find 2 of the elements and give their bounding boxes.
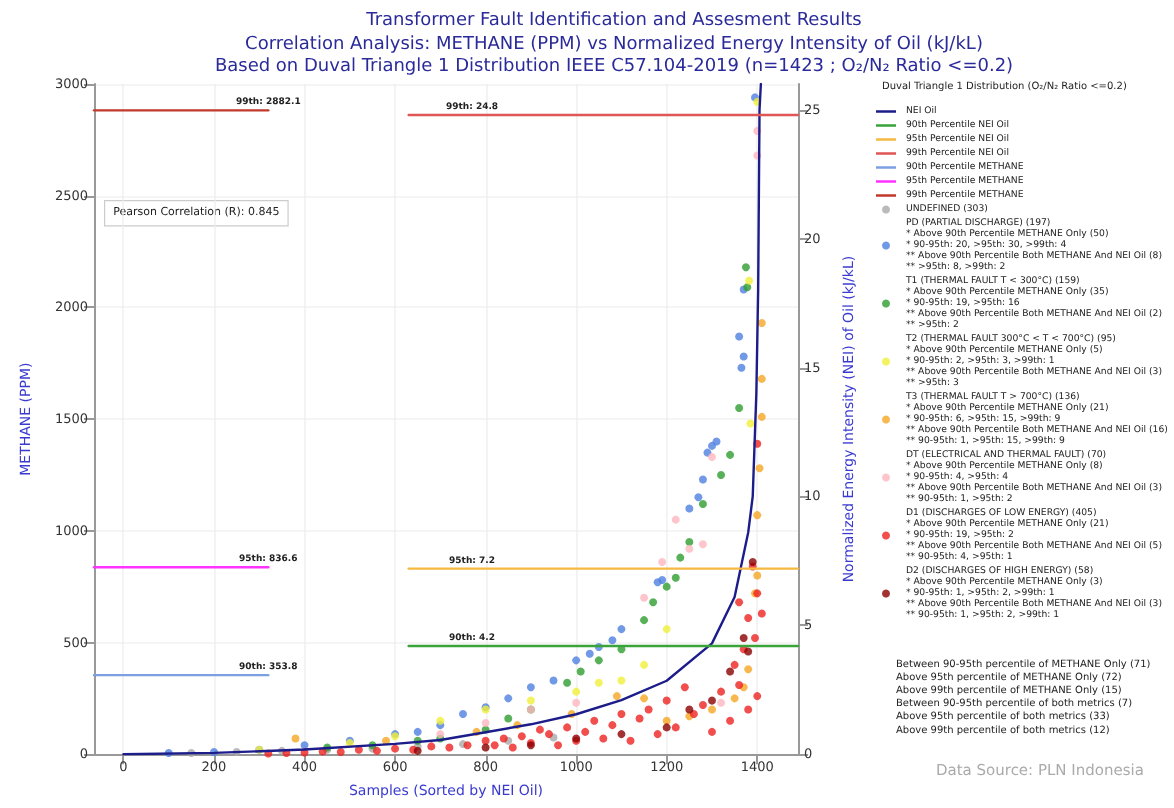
chart-title: Transformer Fault Identification and Assesment Results xyxy=(364,11,863,31)
chart-subtitle: Correlation Analysis: METHANE (PPM) vs Normalized Energy Intensity of Oil (kJ/kL) Based on Duval Triangle 1 Distribution IEEE C57.104-2019 (n=1423 ; O₂/N₂ Ratio <=0.2) xyxy=(214,35,1014,77)
